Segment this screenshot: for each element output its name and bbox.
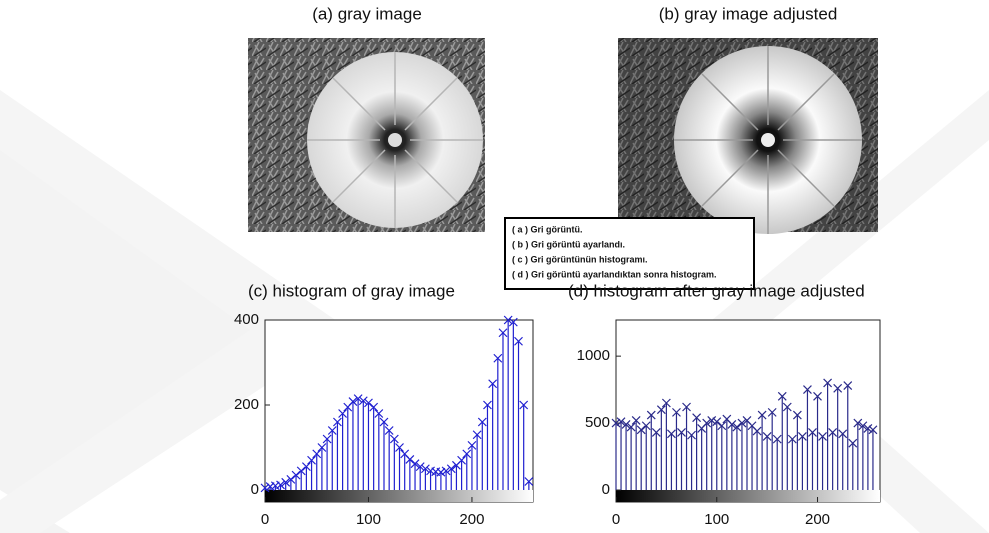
image-a xyxy=(248,38,485,232)
chart-title: (d) histogram after gray image adjusted xyxy=(568,281,865,300)
figure: (a) gray image (b) gray image adjusted (… xyxy=(0,0,989,533)
y-tick-label: 400 xyxy=(234,311,259,328)
x-tick-label: 0 xyxy=(261,511,269,528)
x-tick-label: 100 xyxy=(356,511,381,528)
colorbar xyxy=(265,490,533,502)
y-tick-label: 0 xyxy=(251,481,259,498)
caption-line: ( c ) Gri görüntünün histogramı. xyxy=(512,254,648,264)
caption-line: ( a ) Gri görüntü. xyxy=(512,224,583,234)
x-tick-label: 0 xyxy=(612,511,620,528)
image-b xyxy=(618,38,878,234)
caption-line: ( d ) Gri görüntü ayarlandıktan sonra hi… xyxy=(512,269,717,279)
image-title: (b) gray image adjusted xyxy=(659,4,838,23)
y-tick-label: 500 xyxy=(585,414,610,431)
colorbar xyxy=(616,490,880,502)
image-title: (a) gray image xyxy=(312,4,422,23)
x-tick-label: 100 xyxy=(704,511,729,528)
chart-title: (c) histogram of gray image xyxy=(248,281,455,300)
x-tick-label: 200 xyxy=(805,511,830,528)
y-tick-label: 1000 xyxy=(577,347,610,364)
y-tick-label: 200 xyxy=(234,396,259,413)
x-tick-label: 200 xyxy=(459,511,484,528)
caption-line: ( b ) Gri görüntü ayarlandı. xyxy=(512,239,625,249)
plot-area xyxy=(616,320,880,502)
y-tick-label: 0 xyxy=(602,481,610,498)
